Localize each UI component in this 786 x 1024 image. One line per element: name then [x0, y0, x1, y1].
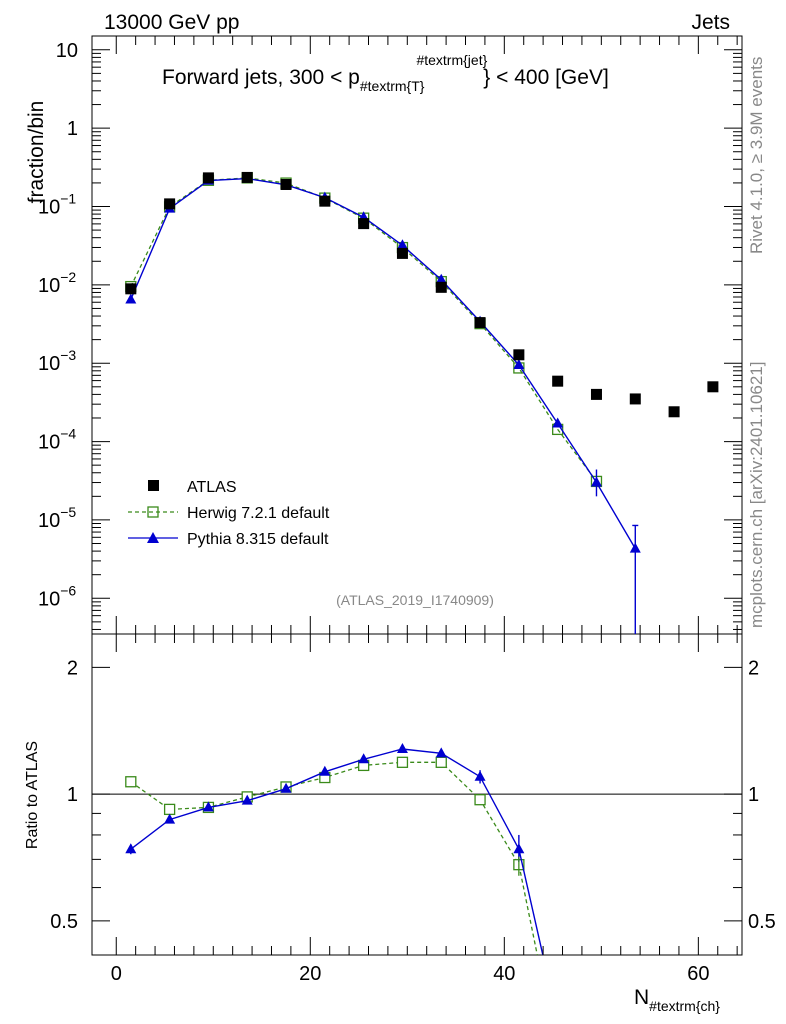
atlas-point: [474, 317, 486, 329]
herwig-ratio-point: [396, 756, 409, 768]
x-axis-title: N#textrm{ch}: [634, 986, 720, 1014]
legend-pythia-marker: [147, 532, 159, 543]
legend-atlas-marker: [148, 480, 159, 491]
atlas-point: [241, 171, 253, 183]
main-y-tick-label: 10−3: [38, 347, 76, 375]
pythia-ratio-point: [241, 794, 253, 805]
plot-title: Forward jets, 300 < p#textrm{T}#textrm{j…: [162, 52, 609, 94]
main-y-tick-label: 10−4: [38, 426, 76, 454]
pythia-ratio-point: [280, 782, 292, 793]
rivet-label: Rivet 4.1.0, ≥ 3.9M events: [747, 57, 766, 254]
legend-atlas-label: ATLAS: [187, 479, 237, 496]
x-tick-label: 60: [687, 963, 709, 985]
herwig-ratio-point: [125, 776, 137, 788]
atlas-point: [164, 198, 176, 210]
pythia-ratio-point: [164, 813, 176, 824]
x-axis: 0 20 40 60: [111, 36, 738, 985]
energy-label: 13000 GeV pp: [104, 11, 239, 34]
atlas-point: [125, 283, 137, 295]
pythia-ratio-point: [202, 801, 214, 812]
atlas-point: [319, 195, 331, 207]
x-tick-label: 40: [493, 963, 515, 985]
herwig-ratio-point: [163, 803, 176, 816]
atlas-point: [280, 178, 292, 190]
atlas-point: [435, 281, 447, 293]
herwig-ratio-point: [474, 794, 486, 806]
ratio-y-tick-label: 2: [67, 657, 78, 679]
atlas-point: [202, 172, 214, 184]
pythia-ratio-point: [396, 742, 408, 753]
legend-herwig-label: Herwig 7.2.1 default: [187, 505, 330, 522]
atlas-point: [707, 381, 719, 393]
category-label: Jets: [691, 11, 730, 34]
pythia-ratio-point: [513, 843, 525, 854]
atlas-point: [358, 218, 370, 230]
main-y-axis: 10−6 10−5 10−4 10−3 10−2 10−1 1 10: [38, 40, 742, 630]
legend: ATLAS Herwig 7.2.1 default Pythia 8.315 …: [128, 479, 330, 548]
legend-pythia-label: Pythia 8.315 default: [187, 531, 329, 548]
atlas-point: [396, 247, 408, 259]
main-y-tick-label: 10−5: [38, 504, 76, 532]
pythia-line: [130, 177, 636, 549]
ratio-axis-title: Ratio to ATLAS: [24, 741, 41, 849]
main-y-tick-label: 10−6: [38, 582, 76, 610]
pythia-point: [396, 239, 408, 250]
pythia-point: [435, 273, 447, 284]
pythia-ratio-point: [358, 753, 370, 764]
main-y-tick-label: 10−1: [38, 191, 76, 219]
atlas-point: [629, 393, 641, 405]
ratio-y-tick-label-right: 1: [748, 784, 759, 806]
main-y-tick-label: 10: [56, 40, 78, 62]
main-y-tick-label: 10−2: [38, 269, 76, 297]
ratio-y-tick-label-right: 0.5: [748, 911, 776, 933]
atlas-point: [552, 375, 564, 387]
main-y-tick-label: 1: [67, 118, 78, 140]
ratio-y-tick-label-right: 2: [748, 657, 759, 679]
legend-herwig-marker: [147, 506, 159, 518]
pythia-ratio-point: [435, 747, 447, 758]
ratio-series: [125, 742, 544, 955]
pythia-point: [125, 293, 137, 304]
pythia-ratio-point: [319, 765, 331, 776]
pythia-ratio-point: [474, 770, 486, 781]
pythia-ratio-line: [130, 748, 544, 955]
x-tick-label: 0: [111, 963, 122, 985]
y-axis-title: fraction/bin: [25, 101, 48, 204]
mcplots-label: mcplots.cern.ch [arXiv:2401.10621]: [747, 362, 766, 628]
atlas-point: [513, 349, 525, 361]
herwig-ratio-point: [435, 756, 447, 768]
herwig-ratio-line: [130, 761, 538, 955]
ratio-y-tick-label: 0.5: [50, 911, 78, 933]
pythia-point: [629, 542, 641, 553]
main-series: [125, 171, 719, 634]
atlas-point: [668, 406, 680, 418]
x-tick-label: 20: [299, 963, 321, 985]
ratio-y-axis: 0.5 0.5 1 1 2 2: [50, 657, 776, 933]
pythia-point: [590, 476, 602, 487]
pythia-point: [552, 417, 564, 428]
atlas-point: [590, 388, 602, 400]
ratio-y-tick-label: 1: [67, 784, 78, 806]
pythia-point: [513, 358, 525, 369]
analysis-id-label: (ATLAS_2019_I1740909): [336, 592, 494, 608]
pythia-ratio-point: [125, 843, 137, 854]
